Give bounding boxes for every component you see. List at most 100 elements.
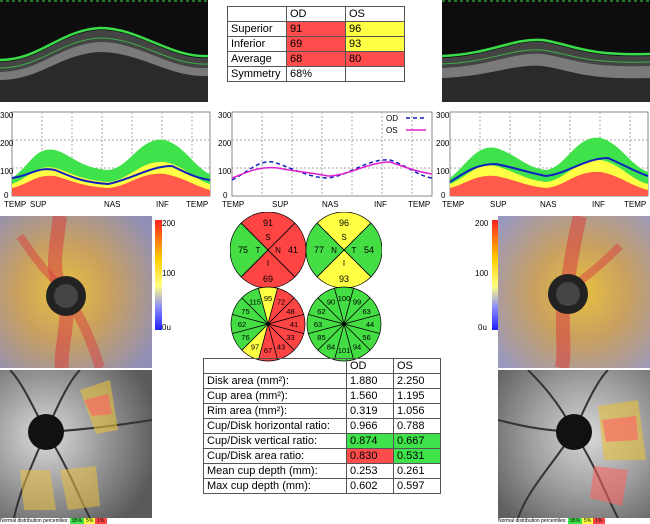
clock-hour-value: 67 [264,346,272,355]
row-label: Superior [227,21,287,37]
quadrant-chart-os: 96 54 93 77 S N T I [305,211,383,289]
clock-hour-value: 115 [249,297,261,306]
od-value: 0.319 [346,403,394,419]
clock-hour-value: 62 [317,307,325,316]
table-row: Average 68 80 [227,51,405,67]
clock-hour-chart-os: 100 99 63 44 56 94 101 84 85 63 62 90 [306,286,382,362]
letter-n: N [275,246,281,255]
clock-hour-chart-od: 95 72 48 41 33 43 67 97 76 62 75 115 [230,286,306,362]
row-label: Cup/Disk area ratio: [203,448,347,464]
od-value: 1.880 [346,373,394,389]
tsnit-comparison-plot: OD OS 300 200 100 0 TEMP SUP NAS INF TEM… [218,106,434,210]
letter-s: S [265,233,270,242]
clock-hour-value: 100 [338,294,351,303]
pct-5: 5% [84,518,96,524]
y-tick: 200 [0,139,14,148]
od-value: 68% [286,66,346,82]
y-tick: 0 [441,191,446,200]
y-tick: 300 [218,111,232,120]
letter-n: N [331,246,337,255]
quad-superior: 91 [263,218,273,228]
legend-od: OD [386,114,398,123]
od-value: 0.966 [346,418,394,434]
fundus-image-os [497,369,650,519]
scale-max: 200 [475,219,489,228]
clock-hour-value: 33 [286,333,294,342]
clock-hour-value: 62 [238,320,246,329]
table-row: Inferior 69 93 [227,36,405,52]
percentile-legend-left: Normal distribution percentiles: 95% 5% 1% [0,518,150,524]
oct-scan-od [0,0,209,102]
y-tick: 200 [436,139,450,148]
clock-hour-value: 99 [353,297,361,306]
legend-os: OS [386,126,398,135]
x-tick: SUP [272,200,288,209]
letter-t: T [352,246,357,255]
quad-nasal: 54 [364,245,374,255]
letter-t: T [256,246,261,255]
os-value: 80 [345,51,405,67]
clock-hour-value: 97 [251,343,259,352]
letter-i: I [343,259,345,268]
pct-95: 95% [70,518,85,524]
footer-label: Normal distribution percentiles: [0,518,69,524]
x-tick: INF [592,200,605,209]
clock-hour-value: 76 [241,333,249,342]
x-tick: SUP [30,200,46,209]
row-label: Rim area (mm²): [203,403,347,419]
clock-hour-value: 56 [362,333,370,342]
disc-parameters-table: OD OS Disk area (mm²): 1.880 2.250 Cup a… [203,358,441,494]
clock-hour-value: 63 [314,320,322,329]
os-value [345,66,405,82]
table-row: Cup area (mm²): 1.560 1.195 [203,388,441,404]
os-value: 96 [345,21,405,37]
quad-temporal: 77 [314,245,324,255]
quad-temporal: 75 [238,245,248,255]
table-header-blank [203,358,347,374]
table-row: Rim area (mm²): 0.319 1.056 [203,403,441,419]
x-tick: TEMP [4,200,26,209]
clock-hour-value: 44 [366,320,374,329]
table-row: Superior 91 96 [227,21,405,37]
clock-hour-value: 84 [327,343,335,352]
quadrant-chart-od: 91 41 69 75 S T N I [229,211,307,289]
rnfl-summary-table: OD OS Superior 91 96 Inferior 69 93 Aver… [227,6,405,82]
footer-label: Normal distribution percentiles: [498,518,567,524]
y-tick: 200 [218,139,232,148]
y-tick: 0 [223,191,228,200]
row-label: Inferior [227,36,287,52]
thickness-map-od: 200 100 0u [0,215,180,370]
os-value: 2.250 [393,373,441,389]
x-tick: TEMP [408,200,430,209]
table-header-blank [227,6,287,22]
clock-hour-value: 101 [338,346,351,355]
table-row: Cup/Disk vertical ratio: 0.874 0.667 [203,433,441,449]
y-tick: 300 [0,111,14,120]
clock-hour-value: 43 [277,343,285,352]
os-value: 0.531 [393,448,441,464]
quad-inferior: 69 [263,274,273,284]
clock-hour-value: 72 [277,297,285,306]
os-value: 0.788 [393,418,441,434]
row-label: Cup area (mm²): [203,388,347,404]
od-value: 1.560 [346,388,394,404]
col-header-od: OD [346,358,394,374]
clock-hour-value: 94 [353,343,361,352]
scale-mid: 100 [162,269,176,278]
clock-hour-value: 85 [317,333,325,342]
od-value: 0.602 [346,478,394,494]
scale-max: 200 [162,219,176,228]
col-header-os: OS [345,6,405,22]
x-tick: TEMP [624,200,646,209]
table-row: Cup/Disk horizontal ratio: 0.966 0.788 [203,418,441,434]
x-tick: TEMP [442,200,464,209]
letter-i: I [267,259,269,268]
pct-5: 5% [582,518,594,524]
table-row: Symmetry 68% [227,66,405,82]
row-label: Mean cup depth (mm): [203,463,347,479]
row-label: Symmetry [227,66,287,82]
quad-inferior: 93 [339,274,349,284]
y-tick: 100 [218,167,232,176]
tsnit-plot-od: 300 200 100 0 TEMP SUP NAS INF TEMP [0,106,212,210]
x-tick: TEMP [222,200,244,209]
